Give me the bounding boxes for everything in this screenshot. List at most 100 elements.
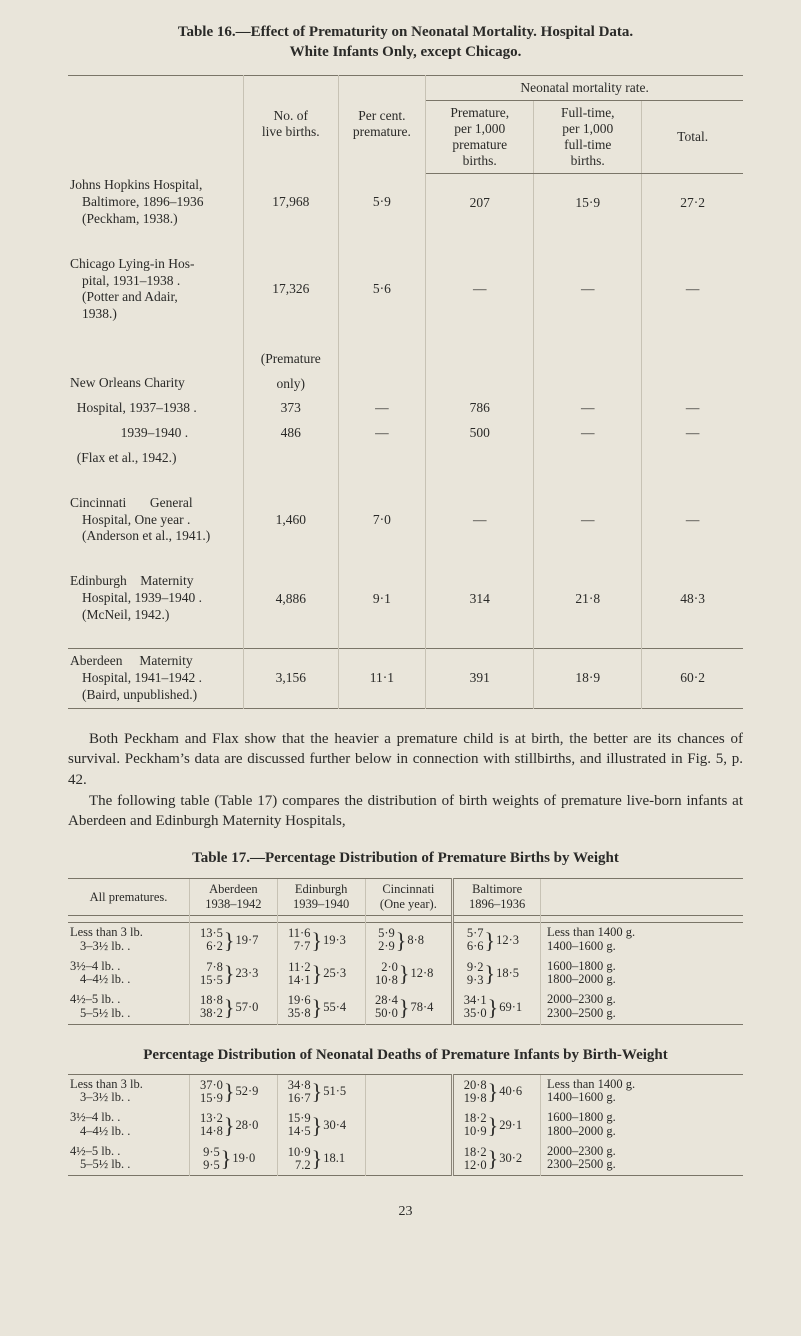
weight-label: 4½–5 lb. .5–5½ lb. . xyxy=(68,1142,190,1176)
brace-cell: 18·210·9}29·1 xyxy=(453,1108,541,1142)
brace-cell: 13·56·2}19·7 xyxy=(190,923,278,957)
table16-cell xyxy=(244,446,339,471)
page-number: 23 xyxy=(68,1204,743,1220)
brace-cell: 11·214·1}25·3 xyxy=(277,957,365,991)
t17-hdr-baltimore: Baltimore 1896–1936 xyxy=(453,879,541,916)
table16-cell: — xyxy=(338,421,426,446)
table16-cell: 5·9 xyxy=(338,173,426,232)
brace-cell: 34·816·7}51·5 xyxy=(277,1075,365,1109)
table16-cell: 7·0 xyxy=(338,491,426,550)
table16-cell xyxy=(426,446,534,471)
t17-hdr-aberdeen: Aberdeen 1938–1942 xyxy=(190,879,278,916)
table16-cell: 27·2 xyxy=(642,173,743,232)
weight-label: Less than 3 lb.3–3½ lb. . xyxy=(68,923,190,957)
brace-cell: 18·838·2}57·0 xyxy=(190,990,278,1024)
table18: Less than 3 lb.3–3½ lb. .37·015·9}52·934… xyxy=(68,1074,743,1177)
hospital-label: (Flax et al., 1942.) xyxy=(68,446,244,471)
hospital-label: New Orleans Charity xyxy=(68,371,244,396)
empty-cell xyxy=(365,1075,453,1109)
grams-label: Less than 1400 g.1400–1600 g. xyxy=(541,923,744,957)
paragraph-1: Both Peckham and Flax show that the heav… xyxy=(68,729,743,791)
table16-cell: — xyxy=(534,396,642,421)
brace-cell: 9·59·5}19·0 xyxy=(190,1142,278,1176)
table16-cell: — xyxy=(642,252,743,328)
weight-label: 3½–4 lb. .4–4½ lb. . xyxy=(68,957,190,991)
t17-hdr-edinburgh: Edinburgh 1939–1940 xyxy=(277,879,365,916)
table16-cell xyxy=(534,446,642,471)
weight-label: Less than 3 lb.3–3½ lb. . xyxy=(68,1075,190,1109)
hospital-label: Edinburgh MaternityHospital, 1939–1940 .… xyxy=(68,569,244,628)
table16-cell xyxy=(426,371,534,396)
table16-cell: — xyxy=(426,491,534,550)
table16-cell xyxy=(338,446,426,471)
paragraph-2: The following table (Table 17) compares … xyxy=(68,791,743,832)
brace-cell: 37·015·9}52·9 xyxy=(190,1075,278,1109)
table16-cell: 786 xyxy=(426,396,534,421)
table16-cell: (Premature xyxy=(244,347,339,371)
table16-cell: 60·2 xyxy=(642,648,743,708)
hospital-label: Cincinnati GeneralHospital, One year .(A… xyxy=(68,491,244,550)
table16-cell xyxy=(534,371,642,396)
table16-cell: — xyxy=(642,491,743,550)
table16-cell: 15·9 xyxy=(534,173,642,232)
brace-cell: 18·212·0}30·2 xyxy=(453,1142,541,1176)
table16-cell: 17,968 xyxy=(244,173,339,232)
table16-cell: 5·6 xyxy=(338,252,426,328)
table16-cell: 4,886 xyxy=(244,569,339,628)
table16-cell: 11·1 xyxy=(338,648,426,708)
hdr-pct-premature: Per cent. premature. xyxy=(338,75,426,173)
table16-cell: 486 xyxy=(244,421,339,446)
t17-hdr-cincinnati: Cincinnati (One year). xyxy=(365,879,453,916)
brace-cell: 28·450·0}78·4 xyxy=(365,990,453,1024)
table16-cell: 17,326 xyxy=(244,252,339,328)
brace-cell: 34·135·0}69·1 xyxy=(453,990,541,1024)
table16-cell: 314 xyxy=(426,569,534,628)
brace-cell: 9·29·3}18·5 xyxy=(453,957,541,991)
table17: All prematures. Aberdeen 1938–1942 Edinb… xyxy=(68,878,743,1025)
hospital-label xyxy=(68,347,244,371)
hospital-label: Johns Hopkins Hospital,Baltimore, 1896–1… xyxy=(68,173,244,232)
brace-cell: 5·92·9}8·8 xyxy=(365,923,453,957)
table16-cell: — xyxy=(642,396,743,421)
hdr-live-births: No. of live births. xyxy=(244,75,339,173)
t17-hdr-all: All prematures. xyxy=(68,879,190,916)
brace-cell: 13·214·8}28·0 xyxy=(190,1108,278,1142)
table16-cell: — xyxy=(534,252,642,328)
table16-cell: 9·1 xyxy=(338,569,426,628)
table16-cell: 48·3 xyxy=(642,569,743,628)
table16-cell: 3,156 xyxy=(244,648,339,708)
hdr-premature: Premature, per 1,000 premature births. xyxy=(426,100,534,173)
grams-label: 2000–2300 g.2300–2500 g. xyxy=(541,990,744,1024)
hospital-label: Chicago Lying-in Hos-pital, 1931–1938 .(… xyxy=(68,252,244,328)
empty-cell xyxy=(365,1142,453,1176)
brace-cell: 11·67·7}19·3 xyxy=(277,923,365,957)
table16: No. of live births. Per cent. premature.… xyxy=(68,75,743,709)
table16-caption: Table 16.—Effect of Prematurity on Neona… xyxy=(68,22,743,63)
table16-cell: 391 xyxy=(426,648,534,708)
table16-cell: — xyxy=(338,396,426,421)
brace-cell: 10·97.2}18.1 xyxy=(277,1142,365,1176)
table16-cell: 18·9 xyxy=(534,648,642,708)
table16-cell xyxy=(642,371,743,396)
empty-cell xyxy=(365,1108,453,1142)
table16-cell: 1,460 xyxy=(244,491,339,550)
hdr-fulltime: Full-time, per 1,000 full-time births. xyxy=(534,100,642,173)
table16-cell: 207 xyxy=(426,173,534,232)
table16-cell xyxy=(338,347,426,371)
grams-label: 1600–1800 g.1800–2000 g. xyxy=(541,1108,744,1142)
table16-cell xyxy=(426,347,534,371)
table16-cell: — xyxy=(426,252,534,328)
table16-cell: 373 xyxy=(244,396,339,421)
hospital-label: Hospital, 1937–1938 . xyxy=(68,396,244,421)
table16-cell: 500 xyxy=(426,421,534,446)
table16-cell: — xyxy=(534,491,642,550)
hospital-label: 1939–1940 . xyxy=(68,421,244,446)
table17-caption: Table 17.—Percentage Distribution of Pre… xyxy=(68,848,743,868)
table16-cell xyxy=(338,371,426,396)
grams-label: 1600–1800 g.1800–2000 g. xyxy=(541,957,744,991)
weight-label: 3½–4 lb. .4–4½ lb. . xyxy=(68,1108,190,1142)
table16-cell xyxy=(642,347,743,371)
body-text: Both Peckham and Flax show that the heav… xyxy=(68,729,743,832)
brace-cell: 19·635·8}55·4 xyxy=(277,990,365,1024)
table16-caption-line1: Table 16.—Effect of Prematurity on Neona… xyxy=(178,24,633,40)
